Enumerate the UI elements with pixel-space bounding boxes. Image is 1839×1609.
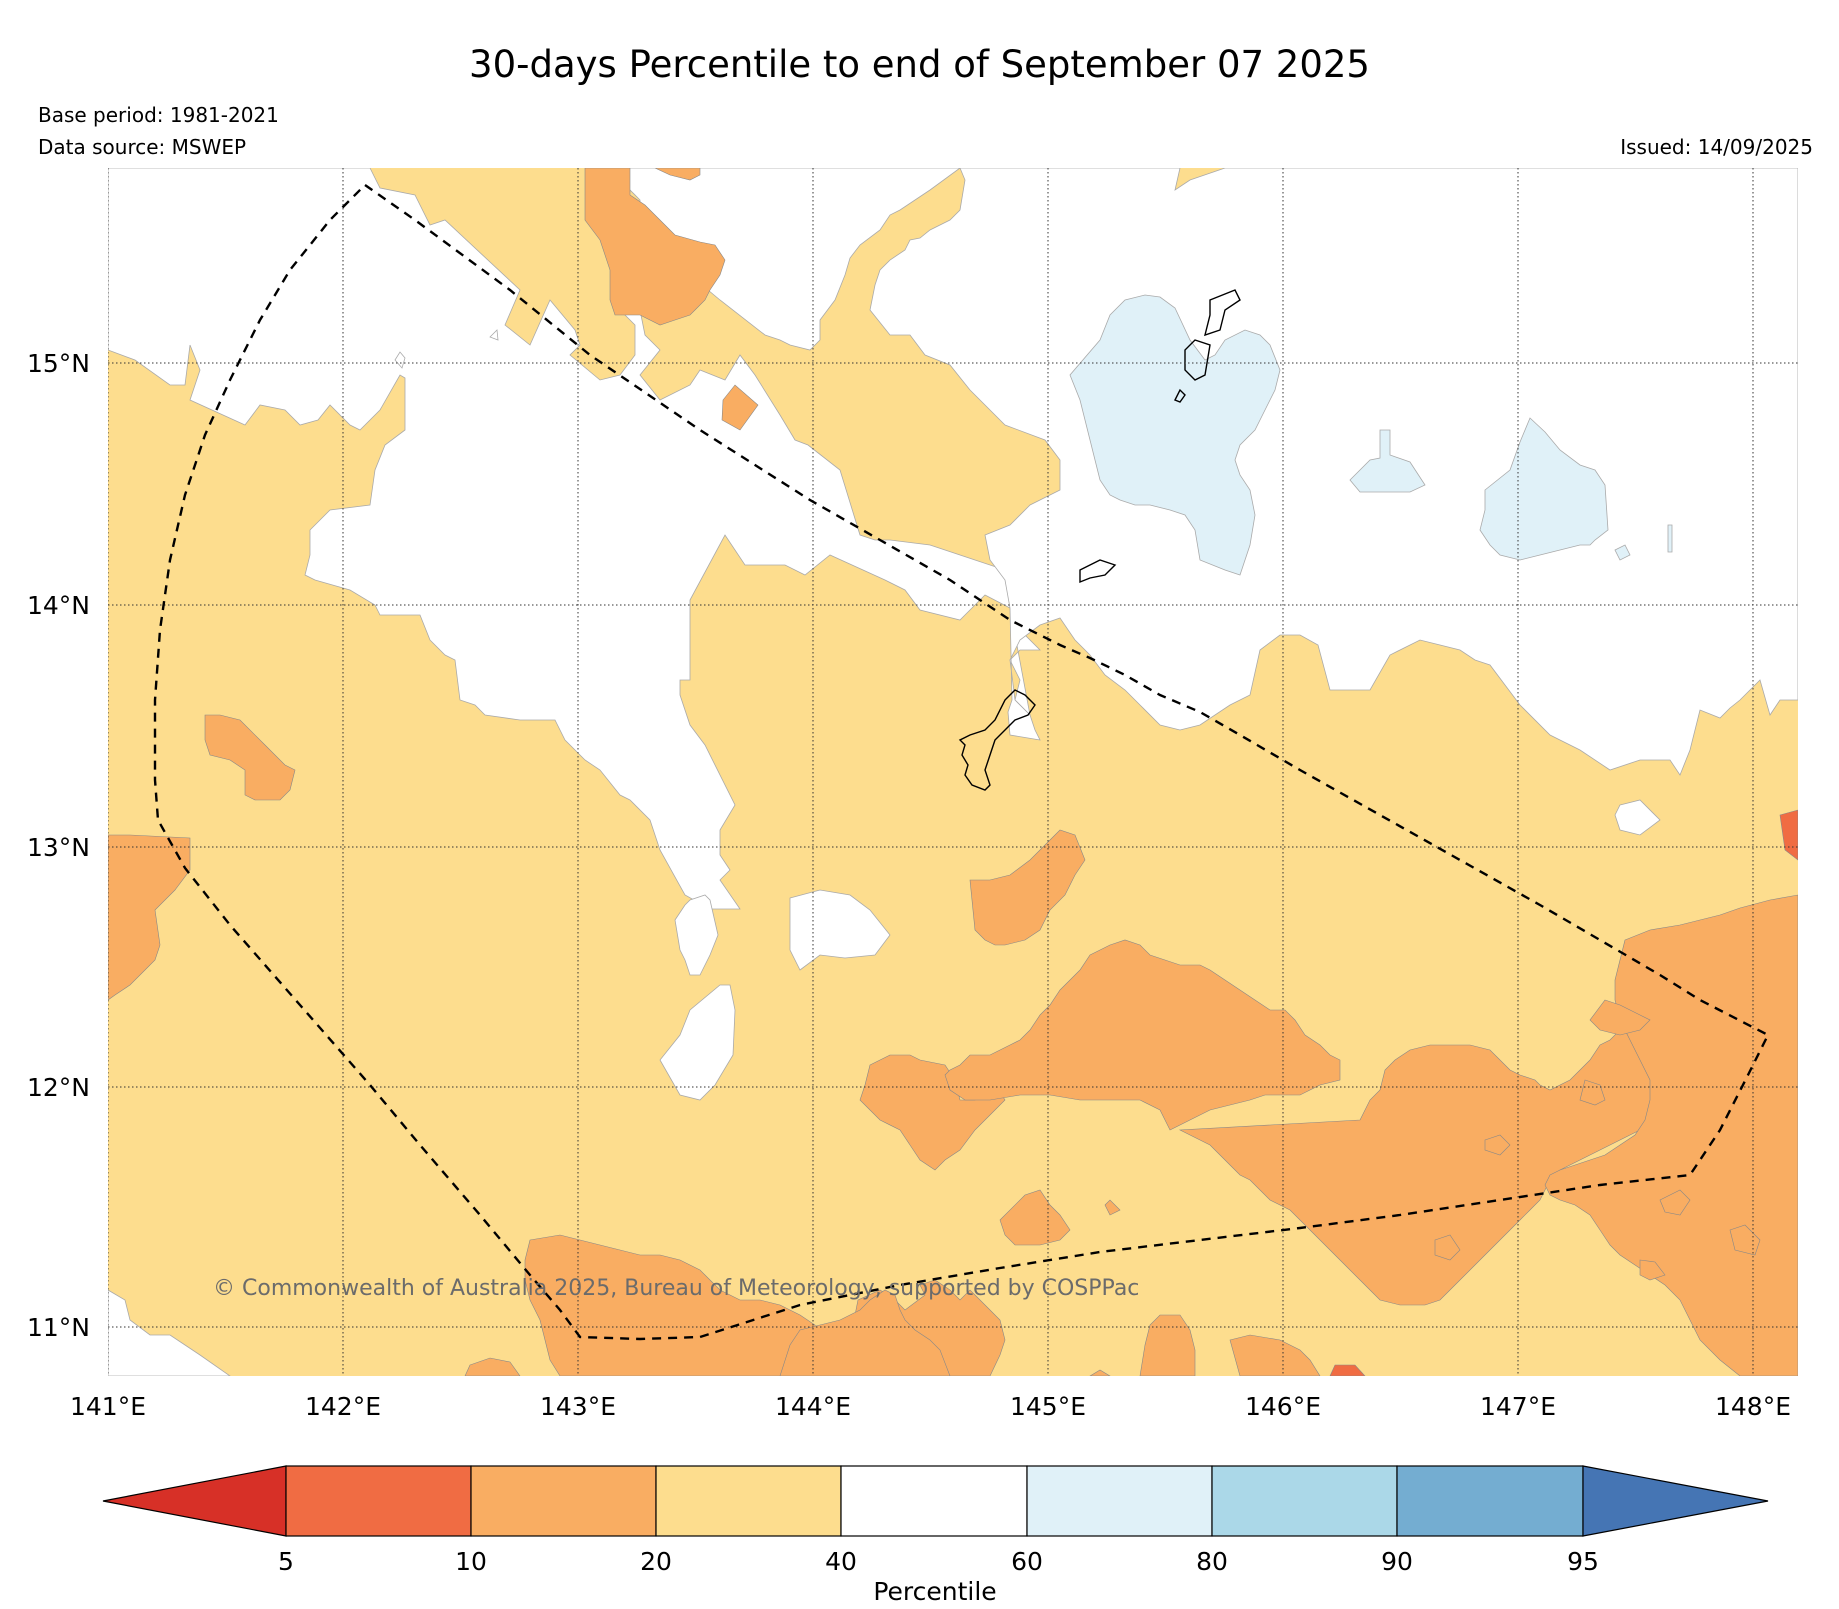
tinian-island [1174, 388, 1186, 403]
anatahan-island [1204, 289, 1241, 337]
gridlines [108, 168, 1798, 1376]
rota-island [1079, 559, 1117, 584]
lon-axis-labels: 141°E 142°E 143°E 144°E 145°E 146°E 147°… [70, 1392, 1791, 1421]
lat-label-13n: 13°N [27, 833, 90, 862]
coastlines [958, 289, 1241, 791]
colorbar-5-10 [285, 1465, 472, 1537]
map-title: 30-days Percentile to end of September 0… [469, 43, 1370, 86]
lon-label-145e: 145°E [1010, 1392, 1086, 1421]
percentile-10-20-regions [108, 168, 1798, 1376]
colorbar-80-90 [1211, 1465, 1398, 1537]
colorbar-tick-90: 90 [1381, 1547, 1413, 1576]
colorbar-high-extend [1582, 1465, 1769, 1537]
lat-label-12n: 12°N [27, 1073, 90, 1102]
colorbar-ticks: 5 10 20 40 60 80 90 95 [278, 1547, 1599, 1576]
colorbar-tick-20: 20 [640, 1547, 672, 1576]
lon-label-146e: 146°E [1245, 1392, 1321, 1421]
saipan-island [1184, 339, 1211, 381]
colorbar-90-95 [1396, 1465, 1584, 1537]
lat-label-14n: 14°N [27, 591, 90, 620]
lon-label-148e: 148°E [1715, 1392, 1791, 1421]
lon-label-141e: 141°E [70, 1392, 146, 1421]
colorbar-tick-10: 10 [455, 1547, 487, 1576]
copyright-text: © Commonwealth of Australia 2025, Bureau… [213, 1276, 1139, 1301]
base-period: Base period: 1981-2021 [38, 103, 279, 127]
colorbar-tick-95: 95 [1567, 1547, 1599, 1576]
colorbar-tick-40: 40 [825, 1547, 857, 1576]
lon-label-147e: 147°E [1480, 1392, 1556, 1421]
colorbar-tick-60: 60 [1011, 1547, 1043, 1576]
colorbar-tick-5: 5 [278, 1547, 294, 1576]
eez-boundary [153, 183, 1770, 1341]
lon-label-144e: 144°E [775, 1392, 851, 1421]
lat-axis-labels: 15°N 14°N 13°N 12°N 11°N [27, 349, 90, 1342]
colorbar-40-60 [840, 1465, 1028, 1537]
colorbar-tick-80: 80 [1196, 1547, 1228, 1576]
lat-label-15n: 15°N [27, 349, 90, 378]
map-area: © Commonwealth of Australia 2025, Bureau… [108, 168, 1798, 1376]
lon-label-142e: 142°E [305, 1392, 381, 1421]
guam-island [958, 689, 1036, 791]
lat-label-11n: 11°N [27, 1313, 90, 1342]
data-source: Data source: MSWEP [38, 135, 247, 159]
issued-date: Issued: 14/09/2025 [1620, 135, 1813, 159]
colorbar-20-40 [655, 1465, 842, 1537]
percentile-60-80-regions [1069, 294, 1673, 576]
colorbar [102, 1465, 1769, 1537]
colorbar-label: Percentile [873, 1577, 996, 1606]
colorbar-low-extend [102, 1465, 287, 1537]
lon-label-143e: 143°E [540, 1392, 616, 1421]
colorbar-10-20 [470, 1465, 657, 1537]
colorbar-60-80 [1026, 1465, 1213, 1537]
